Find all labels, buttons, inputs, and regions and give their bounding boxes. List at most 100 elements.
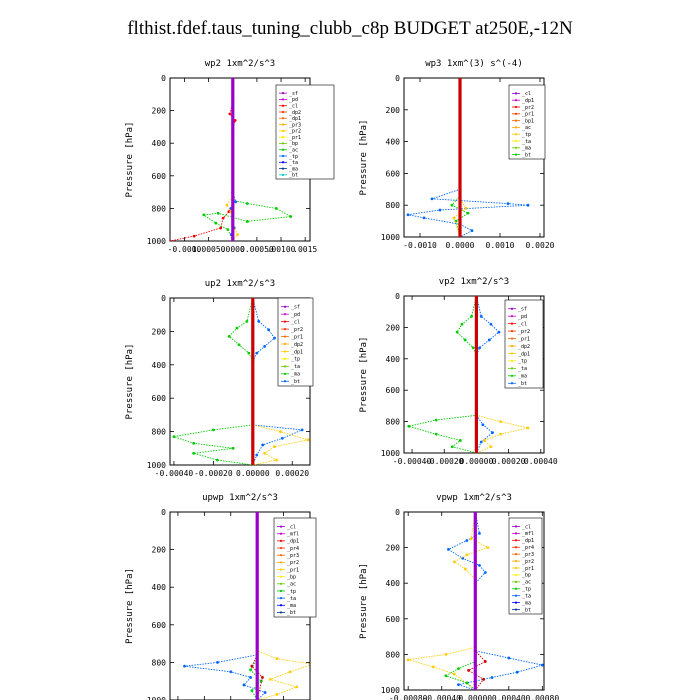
x-tick-label: -0.00040: [393, 457, 432, 466]
legend-entry: _pr2: [287, 560, 299, 566]
series-point: [406, 213, 410, 217]
legend-entry: _ta: [287, 596, 296, 602]
legend-marker: [281, 92, 285, 95]
y-tick-label: 1000: [147, 696, 166, 700]
legend-entry: _ac: [289, 148, 298, 154]
legend-entry: _cl: [291, 319, 300, 325]
series-point: [219, 226, 223, 230]
series-point: [470, 315, 473, 318]
series-point: [483, 439, 486, 442]
series-point: [202, 213, 206, 217]
legend-entry: _pr1: [522, 112, 534, 118]
legend-entry: _bp1: [522, 118, 534, 124]
legend-marker: [514, 580, 518, 583]
legend-marker: [514, 559, 518, 563]
series-point: [452, 560, 456, 564]
legend-marker: [281, 117, 285, 120]
legend-entry: _pd: [289, 97, 298, 103]
y-tick-label: 800: [152, 428, 167, 437]
legend-box: [277, 297, 314, 387]
legend-entry: _ta: [289, 160, 298, 166]
series-point: [235, 326, 239, 330]
series-point: [482, 677, 486, 681]
y-tick-label: 400: [152, 583, 167, 592]
series-point: [499, 432, 502, 436]
series-point: [483, 571, 487, 574]
series-point: [247, 351, 251, 355]
series-point: [300, 428, 304, 432]
series-point: [245, 202, 249, 205]
legend-entry: _cl: [522, 91, 531, 97]
x-tick-label: 0.00020: [275, 469, 309, 478]
legend-marker: [283, 305, 287, 308]
y-tick-label: 200: [152, 546, 167, 555]
legend-marker: [281, 167, 285, 170]
series-point: [486, 546, 490, 549]
series-point: [406, 658, 410, 662]
series-line: [407, 296, 477, 453]
series-line: [173, 298, 254, 465]
legend-box: [508, 84, 546, 160]
legend-marker: [510, 315, 514, 318]
series-point: [249, 668, 252, 672]
plot-title: upwp 1xm^2/s^3: [202, 493, 278, 503]
series-point: [526, 426, 530, 430]
legend-entry: _ac: [522, 125, 531, 131]
series-point: [275, 458, 278, 462]
legend-marker: [514, 99, 518, 102]
series-point: [463, 338, 467, 342]
legend-marker: [514, 553, 518, 556]
legend-entry: _dp2: [518, 344, 530, 350]
series-point: [236, 233, 239, 236]
series-line: [475, 296, 529, 453]
figure-title: flthist.fdef.taus_tuning_clubb_c8p BUDGE…: [127, 18, 573, 39]
series-point: [261, 676, 264, 679]
y-tick-label: 600: [386, 386, 401, 395]
legend-entry: _pr3: [287, 553, 299, 559]
legend-marker: [514, 133, 518, 136]
series-line: [447, 512, 543, 690]
series-point: [311, 663, 314, 666]
legend-entry: _bt: [289, 173, 298, 179]
y-axis-label: Pressure [hPa]: [359, 120, 369, 196]
series-point: [170, 239, 172, 241]
series-point: [263, 345, 267, 348]
legend-entry: _pd: [291, 312, 300, 318]
x-tick-label: -0.00020: [425, 457, 464, 466]
legend-marker: [283, 320, 287, 323]
legend-entry: _pd: [518, 314, 527, 320]
legend-entry: _ac: [522, 580, 531, 586]
series-point: [463, 567, 467, 571]
y-tick-label: 800: [386, 650, 401, 659]
legend-entry: _ta: [518, 366, 527, 372]
series-point: [470, 229, 474, 233]
legend-entry: _pr1: [518, 336, 530, 342]
legend-entry: _tp: [287, 589, 296, 595]
legend-entry: _pr1: [287, 567, 299, 573]
chart-panel-6: vpwp 1xm^2/s^3 Pressure [hPa] 0 200 400 600 80…: [359, 493, 559, 700]
legend-marker: [514, 608, 518, 611]
series-point: [192, 451, 196, 455]
series-point: [245, 319, 249, 323]
series-point: [268, 677, 272, 681]
legend-marker: [279, 589, 283, 593]
series-point: [216, 661, 219, 664]
series-point: [444, 653, 448, 656]
series-line: [467, 512, 487, 690]
series-point: [447, 547, 450, 551]
chart-panel-2: wp3 1xm^(3) s^(-4) Pressure [hPa] 0 200 400 6…: [359, 59, 555, 250]
legend-entry: _dp2: [291, 342, 303, 348]
series-point: [214, 221, 218, 225]
series-point: [172, 435, 176, 439]
y-tick-label: 400: [386, 355, 401, 364]
series-point: [183, 664, 186, 668]
x-tick-label: 0.00040: [492, 694, 526, 700]
series-point: [273, 336, 276, 340]
series-point: [487, 338, 491, 342]
y-tick-label: 0: [161, 294, 166, 303]
series-point: [465, 539, 469, 542]
y-tick-label: 600: [386, 169, 401, 178]
series-point: [479, 440, 483, 444]
series-point: [255, 351, 259, 355]
y-tick-label: 800: [386, 418, 401, 427]
